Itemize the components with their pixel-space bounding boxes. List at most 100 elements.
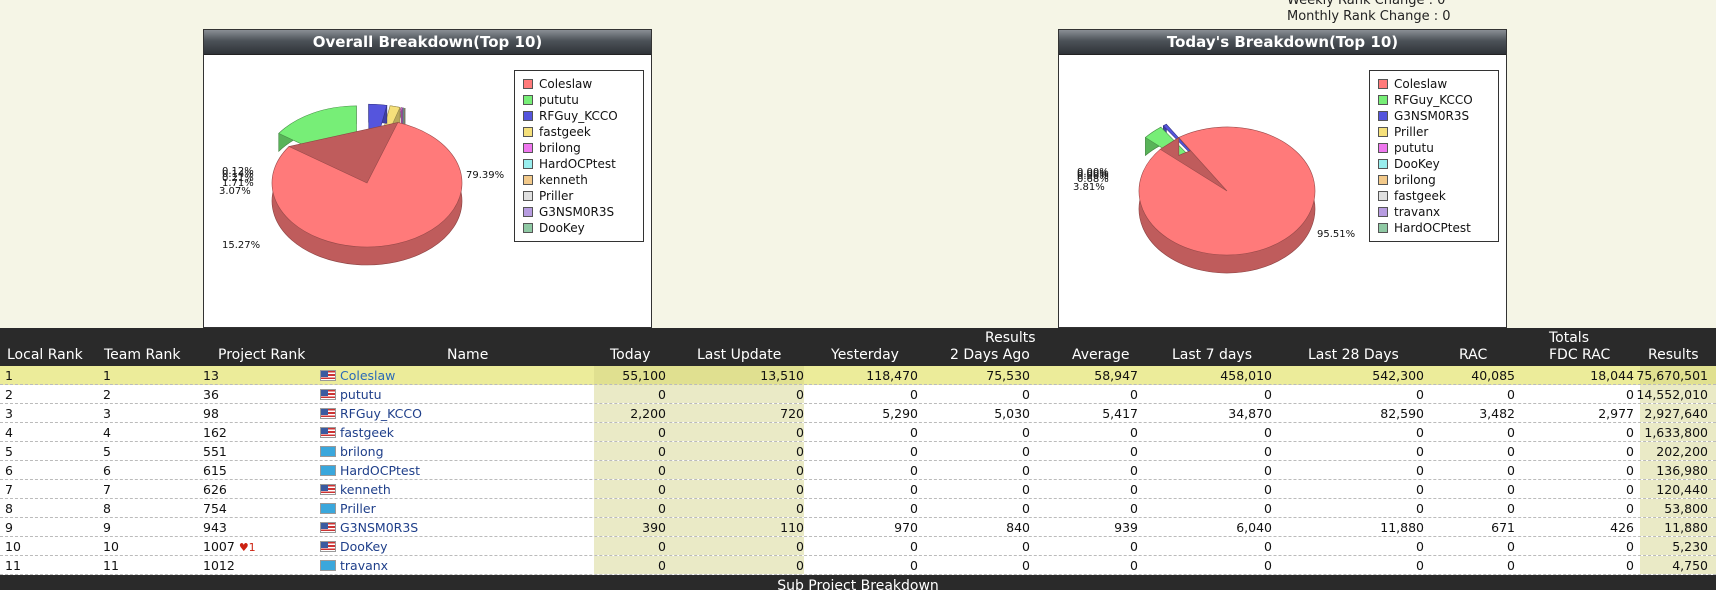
legend-item: DooKey	[523, 220, 643, 236]
member-name-cell[interactable]: brilong	[320, 444, 384, 459]
col-two-days-ago[interactable]: 2 Days Ago	[950, 347, 1030, 363]
member-name-link[interactable]: G3NSM0R3S	[340, 520, 419, 535]
local-cell: 5	[5, 444, 13, 459]
col-rac[interactable]: RAC	[1459, 347, 1488, 363]
legend-item: kenneth	[523, 172, 643, 188]
col-last-28-days[interactable]: Last 28 Days	[1308, 347, 1399, 363]
col-yesterday[interactable]: Yesterday	[831, 347, 899, 363]
col-results[interactable]: Results	[1648, 347, 1699, 363]
project-rank-cell: 626	[203, 482, 227, 497]
member-name-link[interactable]: pututu	[340, 387, 382, 402]
member-name-link[interactable]: Priller	[340, 501, 376, 516]
member-name-link[interactable]: RFGuy_KCCO	[340, 406, 422, 421]
monthly-rank-change: Monthly Rank Change : 0	[1287, 9, 1451, 24]
legend-item: pututu	[1378, 140, 1498, 156]
fdc-cell: 0	[1626, 463, 1634, 478]
cell-highlight	[594, 499, 666, 517]
legend-label: G3NSM0R3S	[539, 205, 615, 219]
member-name-cell[interactable]: Coleslaw	[320, 368, 395, 383]
legend-swatch	[523, 207, 533, 217]
yesterday-cell: 970	[894, 520, 918, 535]
team-cell: 9	[103, 520, 111, 535]
two-days-cell: 0	[1022, 539, 1030, 554]
last-update-cell: 0	[796, 539, 804, 554]
member-name-cell[interactable]: Priller	[320, 501, 376, 516]
member-name-cell[interactable]: kenneth	[320, 482, 391, 497]
un-flag-icon	[320, 465, 336, 476]
results-cell: 202,200	[1656, 444, 1708, 459]
today-cell: 0	[658, 482, 666, 497]
member-name-link[interactable]: kenneth	[340, 482, 391, 497]
legend-swatch	[1378, 223, 1388, 233]
last7-cell: 6,040	[1236, 520, 1272, 535]
yesterday-cell: 0	[910, 387, 918, 402]
rac-cell: 40,085	[1471, 368, 1515, 383]
col-last-7-days[interactable]: Last 7 days	[1172, 347, 1253, 363]
last-update-cell: 720	[780, 406, 804, 421]
cell-highlight	[666, 461, 804, 479]
last7-cell: 458,010	[1220, 368, 1272, 383]
last7-cell: 0	[1264, 444, 1272, 459]
fdc-cell: 18,044	[1590, 368, 1634, 383]
member-name-cell[interactable]: G3NSM0R3S	[320, 520, 418, 535]
member-name-cell[interactable]: DooKey	[320, 539, 388, 554]
cell-highlight	[666, 385, 804, 403]
member-name-link[interactable]: DooKey	[340, 539, 388, 554]
totals-group-header: Totals	[1549, 330, 1589, 346]
project-rank-value: 754	[203, 501, 227, 516]
results-group-header: Results	[985, 330, 1036, 346]
legend-item: G3NSM0R3S	[523, 204, 643, 220]
col-name[interactable]: Name	[447, 347, 489, 363]
team-cell: 5	[103, 444, 111, 459]
member-name-link[interactable]: HardOCPtest	[340, 463, 421, 478]
cell-highlight	[1640, 461, 1716, 479]
us-flag-icon	[320, 427, 336, 438]
member-name-cell[interactable]: travanx	[320, 558, 388, 573]
last28-cell: 11,880	[1380, 520, 1424, 535]
legend-item: RFGuy_KCCO	[1378, 92, 1498, 108]
last28-cell: 542,300	[1372, 368, 1424, 383]
member-name-link[interactable]: travanx	[340, 558, 389, 573]
col-local-rank[interactable]: Local Rank	[7, 347, 83, 363]
member-name-cell[interactable]: RFGuy_KCCO	[320, 406, 422, 421]
today-cell: 2,200	[630, 406, 666, 421]
member-name-link[interactable]: Coleslaw	[340, 368, 396, 383]
today-cell: 0	[658, 444, 666, 459]
member-name-link[interactable]: fastgeek	[340, 425, 395, 440]
local-cell: 9	[5, 520, 13, 535]
col-last-update[interactable]: Last Update	[697, 347, 782, 363]
today-cell: 390	[642, 520, 666, 535]
local-cell: 10	[5, 539, 21, 554]
member-name-link[interactable]: brilong	[340, 444, 384, 459]
legend-swatch	[523, 159, 533, 169]
rac-cell: 0	[1507, 387, 1515, 402]
table-row: 2 2 36 pututu 0 0 0 0 0 0 0 0 0 14,552,010	[0, 385, 1716, 404]
us-flag-icon	[320, 522, 336, 533]
two-days-cell: 0	[1022, 463, 1030, 478]
two-days-cell: 0	[1022, 558, 1030, 573]
table-body: 1 1 13 Coleslaw 55,100 13,510 118,470 75,530 58,…	[0, 366, 1716, 575]
table-row: 10 10 1007 ♥1 DooKey 0 0 0 0 0 0 0 0 0 5,230	[0, 537, 1716, 556]
legend-item: fastgeek	[1378, 188, 1498, 204]
team-cell: 8	[103, 501, 111, 516]
team-cell: 1	[103, 368, 111, 383]
col-average[interactable]: Average	[1072, 347, 1130, 363]
table-row: 3 3 98 RFGuy_KCCO 2,200 720 5,290 5,030 5,417 34,…	[0, 404, 1716, 423]
col-today[interactable]: Today	[610, 347, 651, 363]
overall-breakdown-chart: Overall Breakdown(Top 10) 79.39% 15.27% 3.…	[203, 29, 652, 328]
team-cell: 3	[103, 406, 111, 421]
col-fdc-rac[interactable]: FDC RAC	[1549, 347, 1611, 363]
fdc-cell: 0	[1626, 558, 1634, 573]
two-days-cell: 0	[1022, 501, 1030, 516]
col-team-rank[interactable]: Team Rank	[104, 347, 181, 363]
member-name-cell[interactable]: HardOCPtest	[320, 463, 420, 478]
legend-item: DooKey	[1378, 156, 1498, 172]
average-cell: 58,947	[1094, 368, 1138, 383]
member-name-cell[interactable]: fastgeek	[320, 425, 394, 440]
legend-item: Priller	[523, 188, 643, 204]
col-project-rank[interactable]: Project Rank	[218, 347, 306, 363]
last7-cell: 0	[1264, 463, 1272, 478]
pie-label: 1.71%	[222, 178, 254, 189]
cell-highlight	[594, 404, 666, 422]
member-name-cell[interactable]: pututu	[320, 387, 382, 402]
